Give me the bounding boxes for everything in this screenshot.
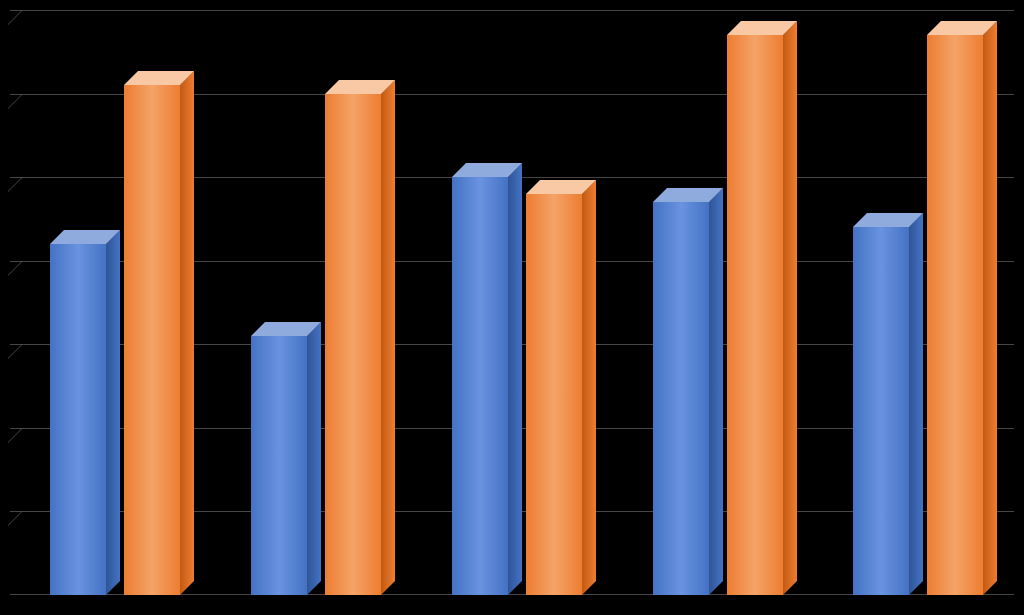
bar-chart-3d: [0, 0, 1024, 615]
bar-series-1: [452, 177, 508, 595]
bar-series-1: [653, 202, 709, 595]
bar-group: [452, 10, 582, 595]
bar-group: [853, 10, 983, 595]
bar-series-2: [124, 85, 180, 595]
bar-series-1: [251, 336, 307, 595]
bar-group: [251, 10, 381, 595]
bar-series-2: [526, 194, 582, 595]
plot-area: [10, 10, 1014, 595]
bar-series-1: [853, 227, 909, 595]
bar-series-2: [727, 35, 783, 595]
bar-series-2: [325, 94, 381, 595]
bar-series-1: [50, 244, 106, 595]
bar-series-2: [927, 35, 983, 595]
bar-group: [653, 10, 783, 595]
bar-group: [50, 10, 180, 595]
